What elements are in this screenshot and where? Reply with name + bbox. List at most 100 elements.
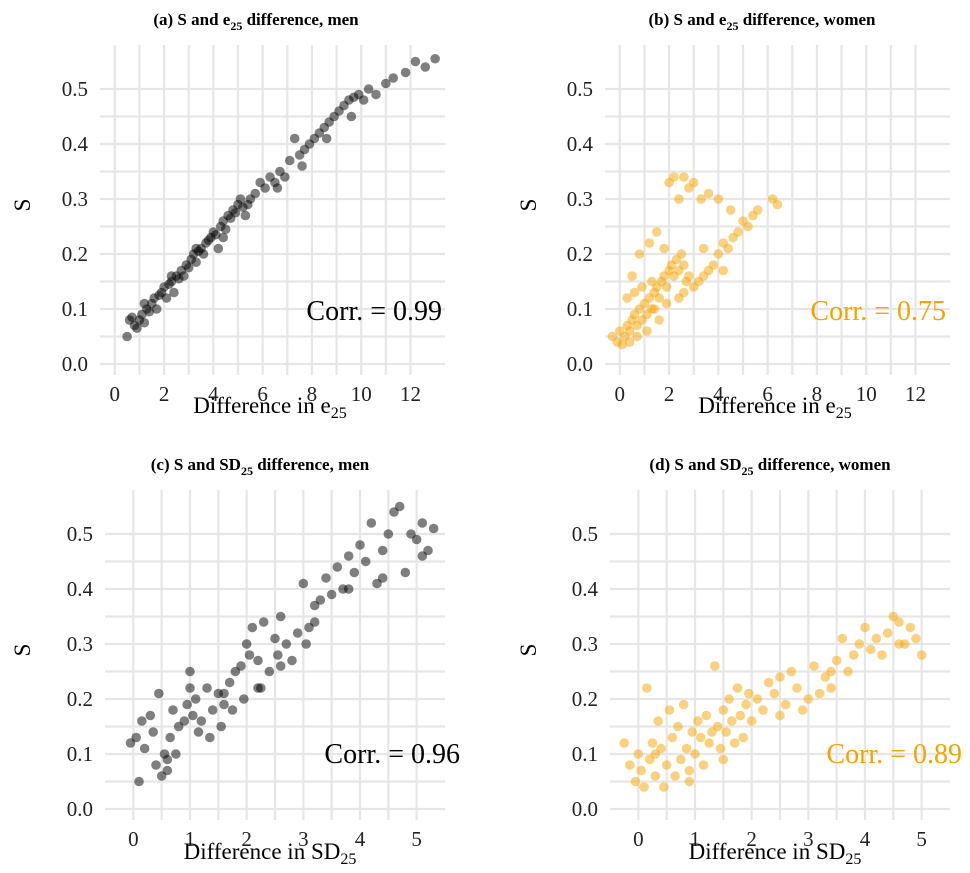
data-point bbox=[309, 617, 320, 627]
data-point bbox=[202, 683, 212, 693]
data-point bbox=[634, 249, 645, 259]
data-point bbox=[724, 694, 734, 704]
data-point bbox=[735, 710, 746, 721]
data-point bbox=[752, 205, 763, 215]
data-point bbox=[752, 694, 763, 704]
x-tick-label: 0 bbox=[110, 382, 121, 406]
y-tick-label: 0.1 bbox=[567, 297, 593, 321]
data-point bbox=[695, 732, 706, 743]
x-tick-label: 1 bbox=[690, 827, 701, 851]
x-tick-label: 2 bbox=[159, 382, 170, 406]
data-point bbox=[154, 688, 164, 699]
data-point bbox=[236, 661, 246, 671]
data-point bbox=[649, 304, 660, 314]
data-point bbox=[732, 683, 743, 693]
data-point bbox=[315, 595, 326, 605]
x-axis-label: Difference in e25 bbox=[193, 393, 347, 422]
data-point bbox=[647, 738, 658, 748]
x-tick-label: 6 bbox=[257, 382, 268, 406]
data-point bbox=[148, 727, 158, 737]
data-point bbox=[639, 782, 649, 792]
data-point bbox=[190, 694, 201, 704]
data-point bbox=[871, 633, 882, 644]
x-tick-label: 4 bbox=[208, 382, 219, 406]
data-point bbox=[388, 73, 399, 83]
data-point bbox=[363, 84, 374, 94]
data-point bbox=[826, 666, 836, 677]
data-point bbox=[725, 205, 736, 215]
data-point bbox=[650, 771, 661, 781]
y-tick-label: 0.1 bbox=[572, 742, 598, 766]
data-point bbox=[681, 743, 692, 754]
data-point bbox=[244, 650, 255, 660]
x-tick-label: 2 bbox=[746, 827, 757, 851]
data-point bbox=[400, 67, 411, 78]
data-point bbox=[667, 732, 678, 743]
data-point bbox=[848, 650, 859, 660]
x-tick-label: 0 bbox=[633, 827, 644, 851]
data-point bbox=[196, 716, 207, 726]
data-point bbox=[321, 133, 332, 144]
data-point bbox=[713, 194, 724, 204]
x-tick-label: 3 bbox=[803, 827, 814, 851]
data-point bbox=[775, 710, 785, 721]
data-point bbox=[701, 710, 712, 721]
data-point bbox=[227, 705, 238, 715]
data-point bbox=[287, 655, 297, 666]
data-point bbox=[400, 567, 411, 578]
panel-title-text-tail: difference, women bbox=[738, 10, 876, 29]
y-tick-label: 0.4 bbox=[62, 132, 89, 156]
data-point bbox=[738, 732, 748, 743]
data-point bbox=[273, 650, 283, 660]
data-point bbox=[792, 683, 802, 693]
data-point bbox=[213, 243, 224, 254]
data-point bbox=[809, 661, 819, 671]
data-point bbox=[366, 518, 377, 528]
x-tick-label: 5 bbox=[411, 827, 422, 851]
panel-title-subscript: 25 bbox=[726, 19, 738, 33]
panel-title-text: (c) S and SD bbox=[151, 455, 241, 474]
data-point bbox=[122, 331, 132, 342]
data-point bbox=[191, 243, 201, 254]
y-tick-label: 0.2 bbox=[567, 242, 593, 266]
data-point bbox=[693, 716, 703, 726]
data-point bbox=[289, 133, 300, 144]
data-point bbox=[797, 705, 808, 715]
data-point bbox=[169, 287, 179, 298]
data-point bbox=[219, 699, 229, 710]
data-point bbox=[162, 754, 173, 765]
data-point bbox=[670, 771, 680, 781]
data-point bbox=[647, 276, 657, 287]
data-point bbox=[410, 56, 421, 67]
panel-title-text-tail: difference, men bbox=[253, 455, 370, 474]
data-point bbox=[218, 232, 229, 243]
data-point bbox=[654, 293, 665, 303]
data-point bbox=[637, 282, 647, 292]
y-tick-label: 0.5 bbox=[62, 77, 88, 101]
data-point bbox=[139, 743, 150, 754]
data-point bbox=[744, 688, 754, 699]
data-point bbox=[661, 298, 672, 309]
x-axis-label-text: Difference in e bbox=[193, 393, 331, 418]
data-point bbox=[297, 161, 307, 171]
y-tick-label: 0.4 bbox=[567, 132, 594, 156]
panel-title-text: (b) S and e bbox=[649, 10, 727, 29]
data-point bbox=[131, 732, 141, 743]
data-point bbox=[377, 545, 388, 556]
data-point bbox=[139, 298, 150, 309]
y-tick-label: 0.0 bbox=[567, 352, 593, 376]
correlation-annotation: Corr. = 0.96 bbox=[324, 739, 460, 770]
data-point bbox=[684, 776, 695, 787]
data-point bbox=[826, 683, 836, 693]
data-point bbox=[162, 765, 173, 776]
data-point bbox=[710, 661, 720, 671]
data-point bbox=[654, 315, 665, 325]
data-point bbox=[343, 584, 354, 594]
y-axis-label: S bbox=[516, 644, 541, 657]
data-point bbox=[281, 639, 292, 649]
data-point bbox=[211, 229, 221, 240]
data-point bbox=[650, 749, 661, 759]
x-tick-label: 3 bbox=[298, 827, 309, 851]
data-point bbox=[743, 221, 753, 232]
x-tick-label: 0 bbox=[615, 382, 626, 406]
